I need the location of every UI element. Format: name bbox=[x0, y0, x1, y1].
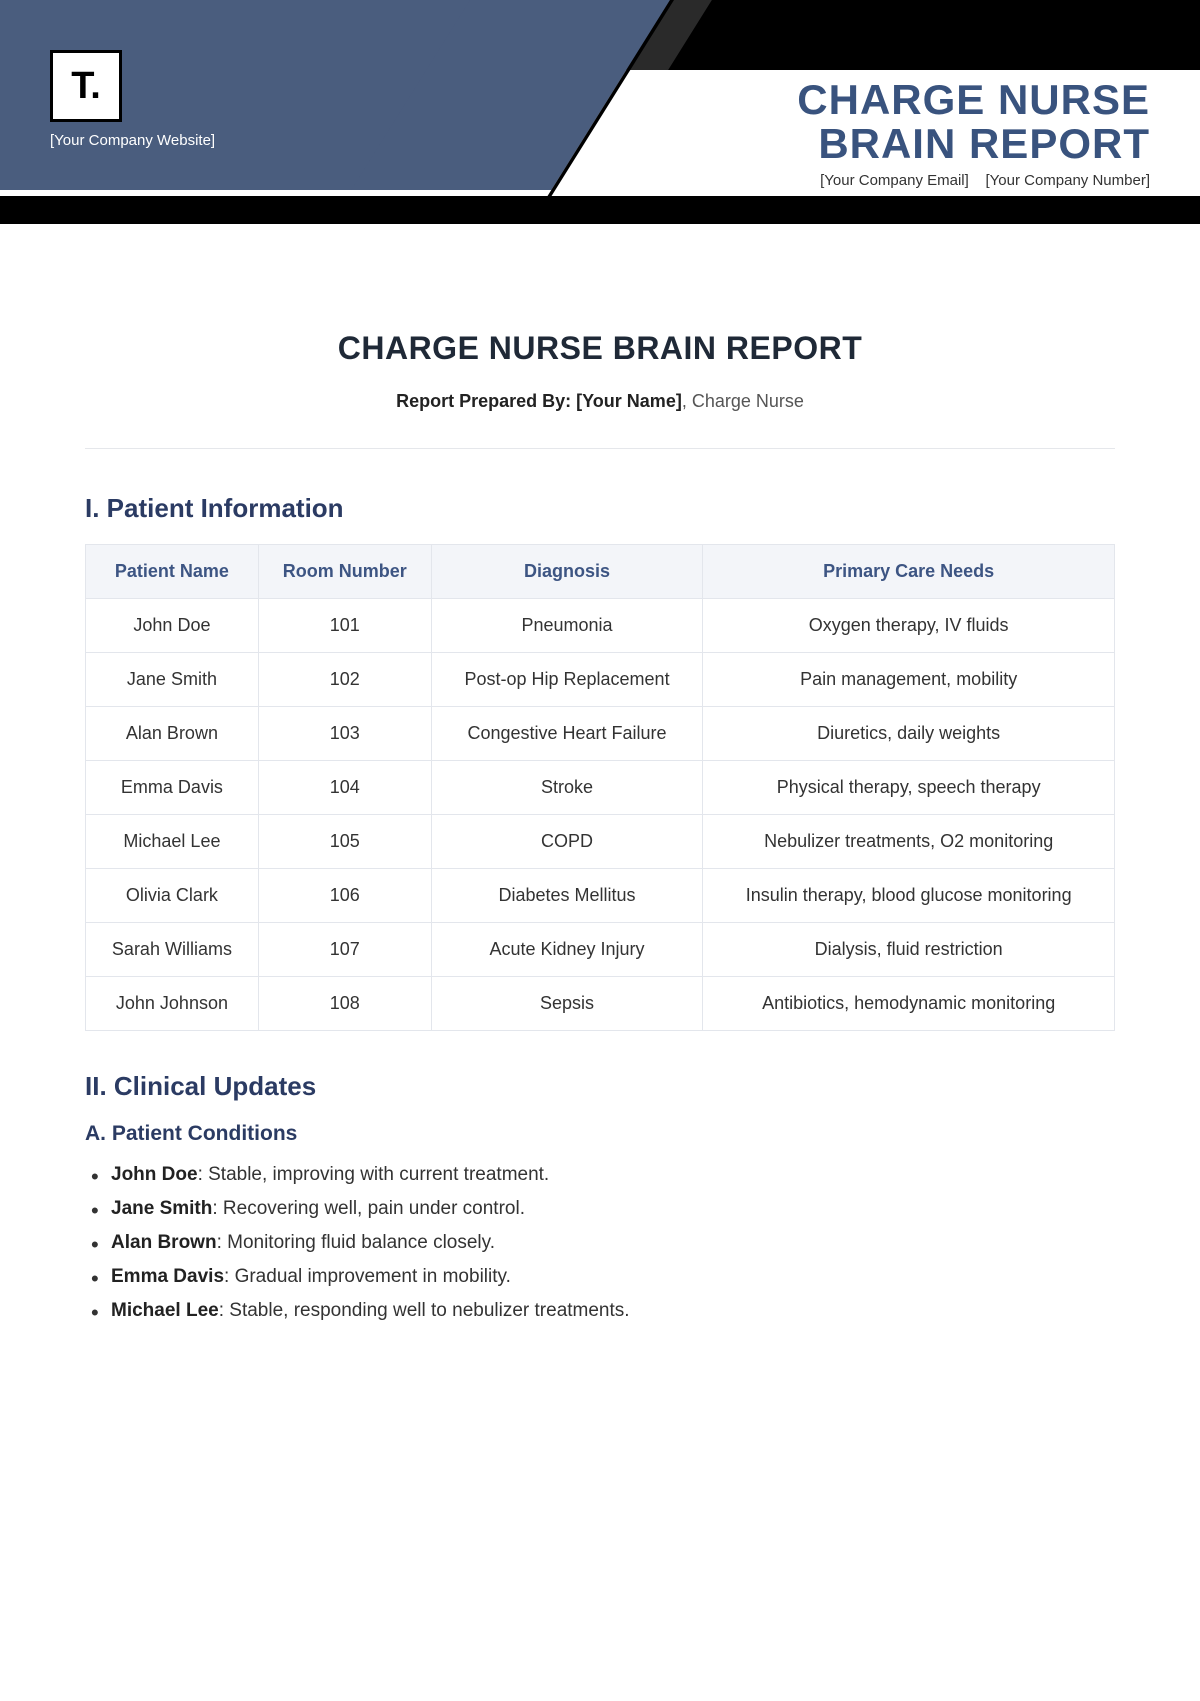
list-item: Emma Davis: Gradual improvement in mobil… bbox=[91, 1260, 1115, 1294]
table-cell: Sepsis bbox=[431, 977, 703, 1031]
table-cell: Congestive Heart Failure bbox=[431, 707, 703, 761]
document-body: CHARGE NURSE BRAIN REPORT Report Prepare… bbox=[0, 240, 1200, 1328]
table-cell: 101 bbox=[258, 599, 431, 653]
table-header-row: Patient Name Room Number Diagnosis Prima… bbox=[86, 545, 1115, 599]
condition-text: : Stable, responding well to nebulizer t… bbox=[219, 1300, 630, 1321]
condition-name: Alan Brown bbox=[111, 1232, 217, 1253]
table-cell: Alan Brown bbox=[86, 707, 259, 761]
condition-text: : Stable, improving with current treatme… bbox=[198, 1164, 550, 1185]
logo-icon: T. bbox=[50, 50, 122, 122]
company-email-placeholder: [Your Company Email] bbox=[820, 172, 969, 189]
table-cell: 104 bbox=[258, 761, 431, 815]
condition-name: Michael Lee bbox=[111, 1300, 219, 1321]
list-item: Michael Lee: Stable, responding well to … bbox=[91, 1294, 1115, 1328]
company-website-placeholder: [Your Company Website] bbox=[50, 132, 215, 149]
table-cell: Oxygen therapy, IV fluids bbox=[703, 599, 1115, 653]
patient-table: Patient Name Room Number Diagnosis Prima… bbox=[85, 544, 1115, 1031]
table-cell: Dialysis, fluid restriction bbox=[703, 923, 1115, 977]
byline-name: Report Prepared By: [Your Name] bbox=[396, 391, 682, 411]
header-title-block: CHARGE NURSE BRAIN REPORT bbox=[797, 78, 1150, 166]
header-title-line1: CHARGE NURSE bbox=[797, 76, 1150, 123]
condition-text: : Gradual improvement in mobility. bbox=[224, 1266, 511, 1287]
col-patient-name: Patient Name bbox=[86, 545, 259, 599]
list-item: Alan Brown: Monitoring fluid balance clo… bbox=[91, 1226, 1115, 1260]
header-title: CHARGE NURSE BRAIN REPORT bbox=[797, 78, 1150, 166]
byline: Report Prepared By: [Your Name], Charge … bbox=[85, 391, 1115, 412]
header-title-line2: BRAIN REPORT bbox=[818, 120, 1150, 167]
table-row: John Doe101PneumoniaOxygen therapy, IV f… bbox=[86, 599, 1115, 653]
table-row: Sarah Williams107Acute Kidney InjuryDial… bbox=[86, 923, 1115, 977]
black-bottom-bar bbox=[0, 196, 1200, 224]
list-item: Jane Smith: Recovering well, pain under … bbox=[91, 1192, 1115, 1226]
table-cell: Acute Kidney Injury bbox=[431, 923, 703, 977]
list-item: John Doe: Stable, improving with current… bbox=[91, 1158, 1115, 1192]
divider bbox=[85, 448, 1115, 449]
conditions-list: John Doe: Stable, improving with current… bbox=[85, 1158, 1115, 1328]
byline-role: , Charge Nurse bbox=[682, 391, 804, 411]
contact-row: [Your Company Email] [Your Company Numbe… bbox=[820, 172, 1150, 189]
condition-name: John Doe bbox=[111, 1164, 198, 1185]
table-cell: Pain management, mobility bbox=[703, 653, 1115, 707]
table-cell: Sarah Williams bbox=[86, 923, 259, 977]
logo-area: T. [Your Company Website] bbox=[50, 50, 215, 149]
table-cell: Emma Davis bbox=[86, 761, 259, 815]
section-1-heading: I. Patient Information bbox=[85, 493, 1115, 524]
section-2a-heading: A. Patient Conditions bbox=[85, 1122, 1115, 1146]
table-row: Emma Davis104StrokePhysical therapy, spe… bbox=[86, 761, 1115, 815]
condition-text: : Monitoring fluid balance closely. bbox=[217, 1232, 495, 1253]
table-cell: Post-op Hip Replacement bbox=[431, 653, 703, 707]
table-cell: 103 bbox=[258, 707, 431, 761]
table-cell: Diuretics, daily weights bbox=[703, 707, 1115, 761]
table-row: John Johnson108SepsisAntibiotics, hemody… bbox=[86, 977, 1115, 1031]
table-cell: COPD bbox=[431, 815, 703, 869]
table-row: Olivia Clark106Diabetes MellitusInsulin … bbox=[86, 869, 1115, 923]
table-row: Jane Smith102Post-op Hip ReplacementPain… bbox=[86, 653, 1115, 707]
table-cell: Michael Lee bbox=[86, 815, 259, 869]
table-row: Michael Lee105COPDNebulizer treatments, … bbox=[86, 815, 1115, 869]
table-cell: Stroke bbox=[431, 761, 703, 815]
table-cell: Olivia Clark bbox=[86, 869, 259, 923]
table-cell: Nebulizer treatments, O2 monitoring bbox=[703, 815, 1115, 869]
table-cell: Diabetes Mellitus bbox=[431, 869, 703, 923]
table-cell: 105 bbox=[258, 815, 431, 869]
col-diagnosis: Diagnosis bbox=[431, 545, 703, 599]
table-cell: John Johnson bbox=[86, 977, 259, 1031]
condition-name: Emma Davis bbox=[111, 1266, 224, 1287]
col-primary-care: Primary Care Needs bbox=[703, 545, 1115, 599]
company-number-placeholder: [Your Company Number] bbox=[985, 172, 1150, 189]
table-cell: Insulin therapy, blood glucose monitorin… bbox=[703, 869, 1115, 923]
table-cell: Pneumonia bbox=[431, 599, 703, 653]
table-row: Alan Brown103Congestive Heart FailureDiu… bbox=[86, 707, 1115, 761]
table-cell: Physical therapy, speech therapy bbox=[703, 761, 1115, 815]
table-cell: 107 bbox=[258, 923, 431, 977]
header-banner: T. [Your Company Website] CHARGE NURSE B… bbox=[0, 0, 1200, 240]
section-2-heading: II. Clinical Updates bbox=[85, 1071, 1115, 1102]
table-cell: Antibiotics, hemodynamic monitoring bbox=[703, 977, 1115, 1031]
condition-text: : Recovering well, pain under control. bbox=[212, 1198, 525, 1219]
document-title: CHARGE NURSE BRAIN REPORT bbox=[85, 330, 1115, 367]
condition-name: Jane Smith bbox=[111, 1198, 212, 1219]
table-cell: John Doe bbox=[86, 599, 259, 653]
col-room-number: Room Number bbox=[258, 545, 431, 599]
table-cell: 108 bbox=[258, 977, 431, 1031]
table-cell: Jane Smith bbox=[86, 653, 259, 707]
table-cell: 102 bbox=[258, 653, 431, 707]
table-cell: 106 bbox=[258, 869, 431, 923]
